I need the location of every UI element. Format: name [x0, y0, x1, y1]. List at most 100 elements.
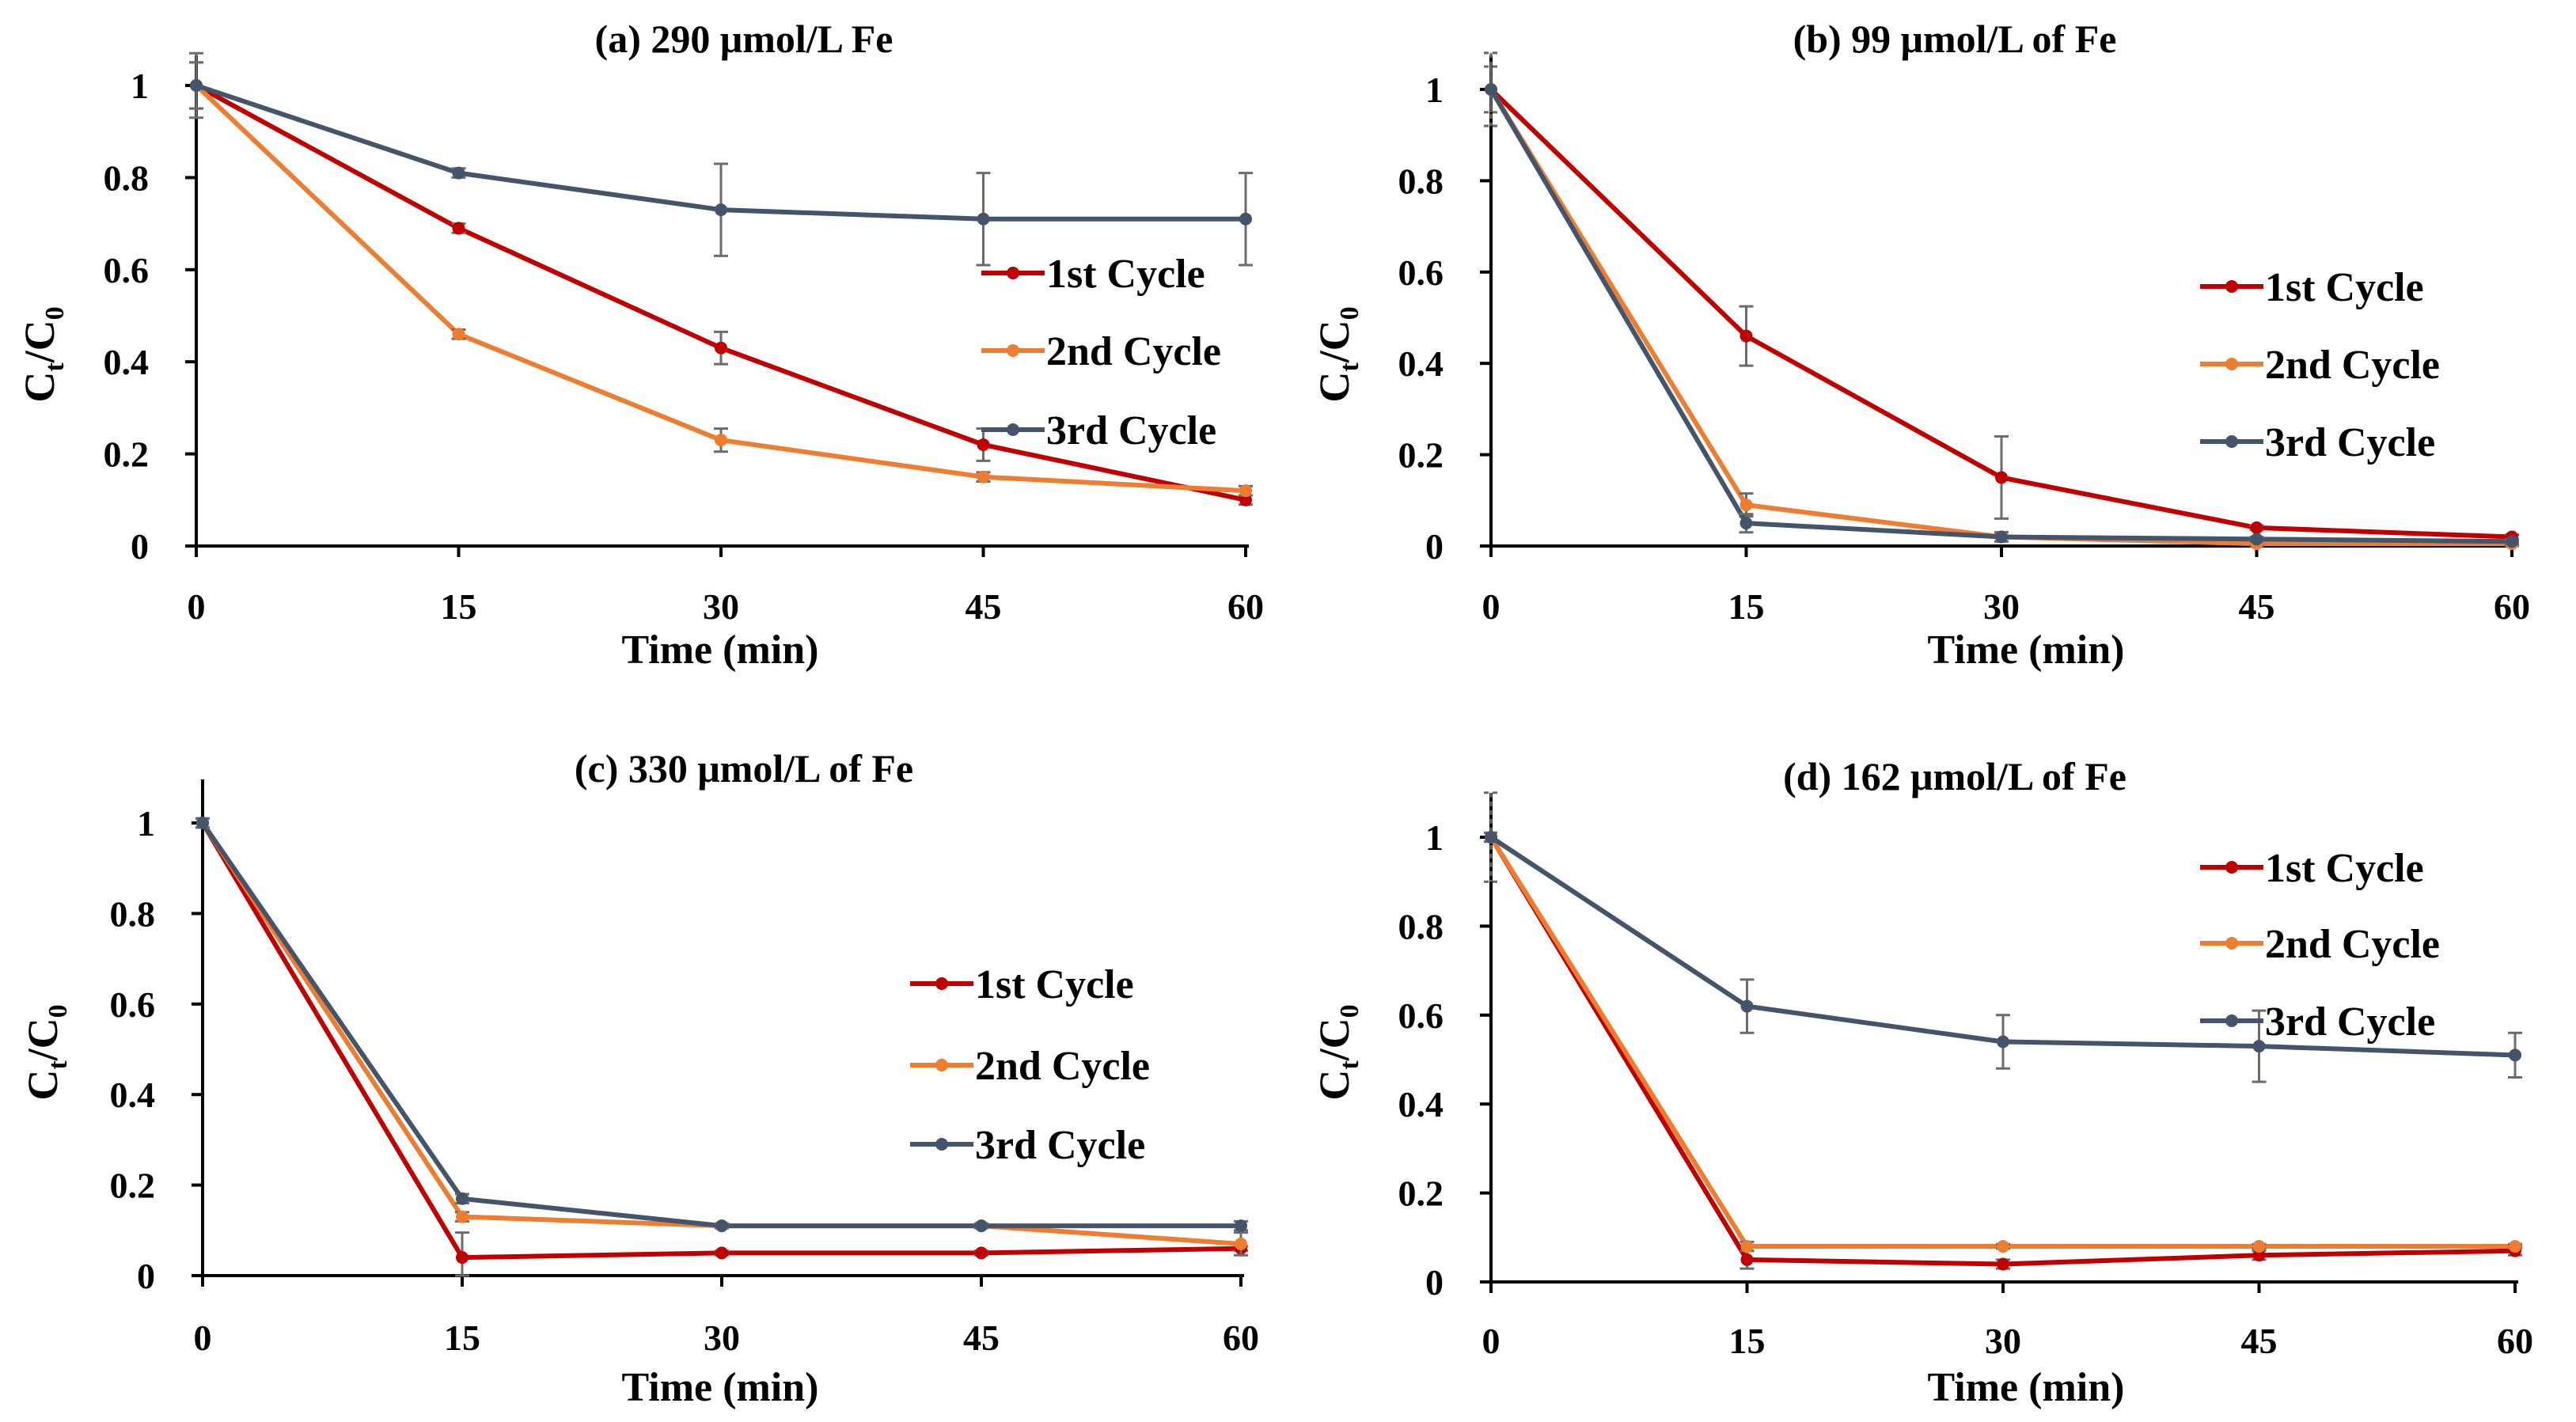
- data-point: [1235, 1219, 1247, 1233]
- data-point: [190, 79, 203, 92]
- series-2: [1484, 831, 2522, 1253]
- y-tick-label: 0.8: [1398, 906, 1444, 946]
- legend-swatch-marker: [935, 977, 948, 990]
- legend-swatch-marker: [1007, 267, 1019, 279]
- legend-label: 2nd Cycle: [2265, 922, 2440, 967]
- data-point: [2252, 1249, 2266, 1262]
- series-3: [1484, 791, 2522, 1083]
- x-tick-label: 15: [1728, 586, 1765, 627]
- x-tick-label: 0: [194, 1318, 212, 1358]
- x-tick-label: 45: [963, 1318, 1000, 1358]
- data-point: [975, 1219, 988, 1233]
- chart-title: (d) 162 μmol/L of Fe: [1783, 754, 2126, 798]
- data-point: [715, 1246, 728, 1260]
- legend-label: 1st Cycle: [975, 962, 1134, 1007]
- x-tick-label: 45: [966, 586, 1002, 627]
- legend-label: 3rd Cycle: [975, 1123, 1145, 1168]
- y-tick-label: 0: [137, 1256, 155, 1296]
- data-point: [1995, 471, 2008, 484]
- chart-title: (c) 330 μmol/L of Fe: [575, 746, 913, 791]
- y-tick-label: 0.2: [1398, 435, 1444, 476]
- series-3: [1484, 51, 2519, 548]
- legend-label: 2nd Cycle: [1046, 329, 1221, 374]
- y-tick-label: 0.8: [1398, 161, 1444, 201]
- x-tick-label: 30: [1983, 586, 2020, 627]
- data-point: [1485, 83, 1497, 96]
- data-point: [456, 1251, 469, 1265]
- data-point: [2509, 1240, 2521, 1253]
- x-tick-label: 30: [1985, 1321, 2021, 1361]
- data-point: [1740, 999, 1754, 1013]
- data-point: [196, 817, 209, 829]
- x-axis-label: Time (min): [622, 1365, 819, 1410]
- legend-label: 3rd Cycle: [1046, 408, 1216, 453]
- data-point: [1239, 484, 1252, 498]
- x-tick-label: 30: [703, 586, 739, 627]
- chart-panel-3: 0 0.2 0.4 0.6 0.8 1 0 15 30 45 60 (c) 330 μmol/L of…: [19, 746, 1259, 1410]
- y-tick-label: 0.2: [104, 434, 150, 475]
- data-point: [1740, 1240, 1754, 1253]
- legend-label: 3rd Cycle: [2265, 999, 2435, 1045]
- legend-swatch-marker: [935, 1138, 948, 1151]
- legend-label: 1st Cycle: [2265, 846, 2424, 891]
- data-point: [2250, 533, 2263, 546]
- data-point: [2250, 521, 2263, 534]
- y-tick-label: 0.6: [110, 984, 156, 1025]
- series-2: [195, 817, 1248, 1257]
- data-point: [1739, 329, 1753, 343]
- y-tick-label: 1: [137, 803, 155, 844]
- x-tick-label: 60: [1223, 1318, 1259, 1358]
- y-tick-label: 1: [131, 66, 149, 106]
- data-point: [977, 438, 990, 451]
- data-point: [1739, 517, 1753, 530]
- data-point: [1239, 493, 1252, 506]
- chart-panel-4: 0 0.2 0.4 0.6 0.8 1 0 15 30 45 60 (d) 162 μmol/L of…: [1311, 754, 2533, 1410]
- x-tick-label: 60: [2497, 1321, 2533, 1361]
- y-axis-label: Ct/C0: [16, 306, 70, 402]
- data-point: [1485, 831, 1497, 844]
- data-point: [1739, 499, 1753, 512]
- legend-swatch-marker: [2225, 435, 2238, 448]
- x-tick-label: 15: [444, 1318, 480, 1358]
- data-point: [1740, 1253, 1754, 1266]
- chart-panel-1: 0 0.2 0.4 0.6 0.8 1 0 15 30 45 60 (a) 290 μmol/L Fe…: [16, 17, 1264, 673]
- chart-title: (b) 99 μmol/L of Fe: [1793, 17, 2117, 61]
- data-point: [1997, 1240, 2009, 1253]
- y-axis-label: Ct/C0: [1311, 1004, 1364, 1100]
- data-point: [2252, 1040, 2266, 1053]
- data-point: [2506, 535, 2518, 548]
- y-tick-label: 0.4: [1398, 1084, 1444, 1124]
- chart-title: (a) 290 μmol/L Fe: [595, 17, 893, 61]
- y-tick-label: 0.2: [110, 1166, 156, 1206]
- legend-swatch-marker: [1007, 344, 1019, 357]
- y-tick-label: 0.6: [104, 250, 150, 290]
- data-point: [715, 1219, 728, 1233]
- legend-swatch-marker: [935, 1059, 948, 1071]
- data-point: [975, 1246, 988, 1260]
- data-point: [1235, 1237, 1247, 1250]
- data-point: [1997, 1257, 2009, 1271]
- legend: 1st Cycle 2nd Cycle 3rd Cycle: [2200, 846, 2440, 1045]
- y-tick-label: 0.8: [110, 893, 156, 934]
- x-axis-label: Time (min): [622, 628, 819, 673]
- data-point: [1239, 212, 1252, 226]
- y-tick-label: 0.4: [1398, 343, 1444, 384]
- y-tick-label: 0.6: [1398, 995, 1444, 1036]
- x-axis-label: Time (min): [1928, 628, 2125, 673]
- x-tick-label: 0: [1482, 1321, 1500, 1361]
- x-tick-label: 60: [2494, 586, 2530, 627]
- legend: 1st Cycle 2nd Cycle 3rd Cycle: [910, 962, 1150, 1168]
- series-3: [195, 817, 1248, 1233]
- y-axis-label: Ct/C0: [1311, 306, 1364, 402]
- series-3: [189, 51, 1253, 267]
- chart-panel-2: 0 0.2 0.4 0.6 0.8 1 0 15 30 45 60 (b) 99 μmol/L of …: [1311, 17, 2530, 673]
- data-point: [452, 222, 465, 235]
- x-tick-label: 0: [1482, 586, 1500, 627]
- data-point: [452, 328, 465, 341]
- x-tick-label: 15: [441, 586, 477, 627]
- data-point: [2252, 1240, 2266, 1253]
- x-tick-label: 0: [188, 586, 206, 627]
- data-point: [715, 203, 727, 217]
- legend-swatch-marker: [2225, 280, 2238, 293]
- legend-swatch-marker: [2225, 937, 2238, 950]
